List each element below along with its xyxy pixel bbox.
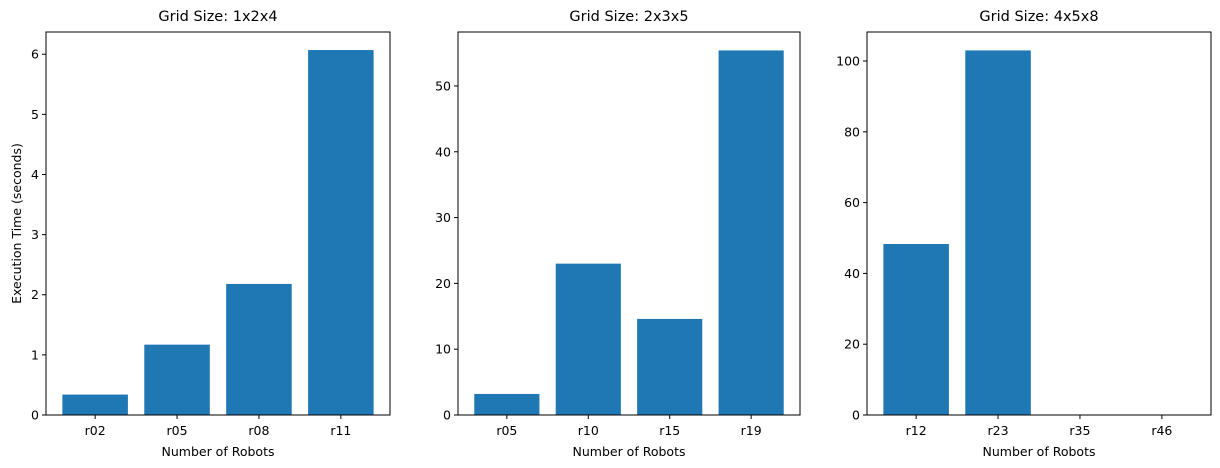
x-axis-label: Number of Robots: [983, 444, 1096, 459]
y-tick-label: 100: [836, 54, 860, 69]
y-tick-label: 6: [31, 47, 39, 62]
axes-frame: [866, 31, 1212, 416]
bar-r15: [637, 318, 703, 415]
y-tick-label: 20: [435, 276, 451, 291]
y-axis-label: Execution Time (seconds): [9, 143, 24, 304]
y-tick-label: 10: [435, 342, 451, 357]
y-tick-label: 60: [844, 195, 860, 210]
x-tick-label: r12: [906, 423, 927, 438]
bar-r05: [474, 393, 540, 415]
x-tick-label: r05: [167, 423, 188, 438]
y-tick-label: 3: [31, 227, 39, 242]
x-tick-label: r19: [741, 423, 762, 438]
y-tick-label: 0: [31, 408, 39, 423]
axes-frame: [457, 31, 801, 416]
y-tick-label: 50: [435, 78, 451, 93]
x-tick-label: r02: [85, 423, 106, 438]
y-tick-label: 40: [844, 266, 860, 281]
x-tick-label: r23: [988, 423, 1009, 438]
y-tick-label: 2: [31, 287, 39, 302]
axes-frame: [45, 31, 391, 416]
y-tick-label: 1: [31, 347, 39, 362]
bar-r02: [62, 394, 128, 415]
x-tick-label: r11: [330, 423, 351, 438]
x-tick-label: r10: [578, 423, 599, 438]
y-tick-label: 0: [852, 408, 860, 423]
bar-r23: [965, 50, 1031, 415]
subplot-2: Grid Size: 2x3x5 Number of Robots r05 r10…: [435, 9, 801, 459]
x-tick-label: r05: [496, 423, 517, 438]
bar-r08: [226, 283, 292, 415]
y-tick-label: 0: [443, 408, 451, 423]
bar-r12: [883, 244, 949, 415]
y-tick-label: 30: [435, 210, 451, 225]
bar-r11: [308, 50, 374, 415]
y-tick-label: 4: [31, 167, 39, 182]
y-tick-label: 5: [31, 107, 39, 122]
x-axis-label: Number of Robots: [162, 444, 275, 459]
bar-r10: [555, 263, 621, 415]
x-tick-label: r08: [248, 423, 269, 438]
subplot-title: Grid Size: 4x5x8: [979, 9, 1098, 25]
subplot-title: Grid Size: 1x2x4: [158, 9, 277, 25]
x-tick-label: r35: [1069, 423, 1090, 438]
x-tick-label: r46: [1151, 423, 1172, 438]
subplot-title: Grid Size: 2x3x5: [569, 9, 688, 25]
subplot-3: Grid Size: 4x5x8 Number of Robots r12 r23…: [836, 9, 1212, 459]
y-tick-label: 80: [844, 124, 860, 139]
y-tick-label: 40: [435, 144, 451, 159]
x-tick-label: r15: [659, 423, 680, 438]
subplot-1: Grid Size: 1x2x4 Number of Robots Execut…: [9, 9, 391, 459]
bar-r19: [718, 50, 784, 416]
x-axis-label: Number of Robots: [573, 444, 686, 459]
y-tick-label: 20: [844, 337, 860, 352]
bar-r05: [144, 344, 210, 415]
